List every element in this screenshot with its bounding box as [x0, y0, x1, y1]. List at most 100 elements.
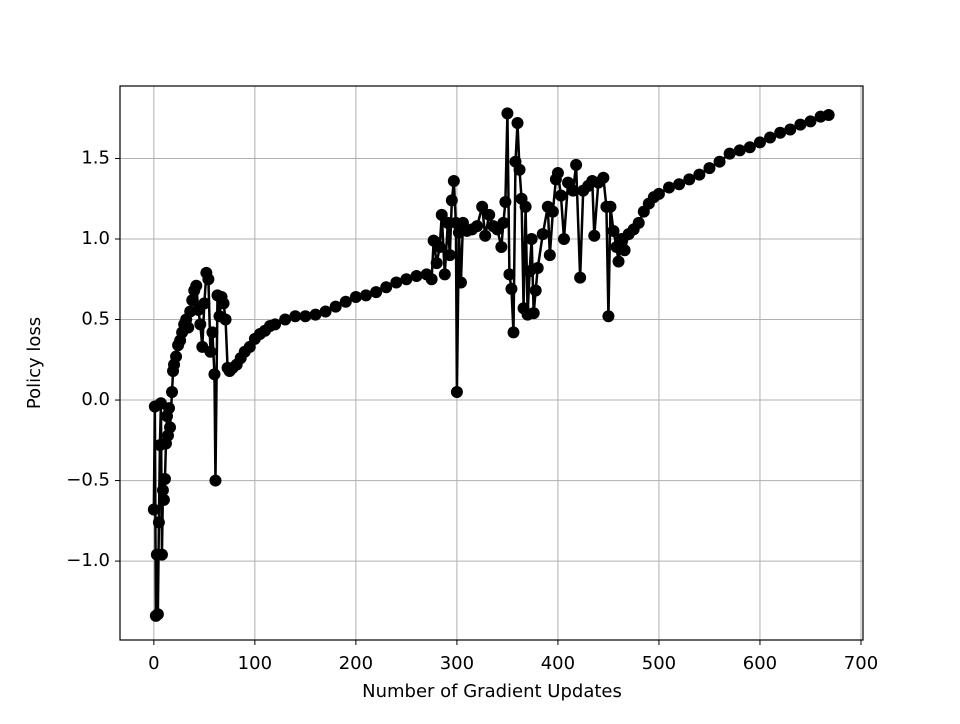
data-point — [202, 273, 215, 286]
data-point — [632, 216, 645, 229]
data-point — [531, 261, 544, 274]
data-point — [546, 205, 559, 218]
data-point — [289, 310, 302, 323]
data-point — [743, 141, 756, 154]
data-point — [155, 548, 168, 561]
data-point — [507, 326, 520, 339]
data-point — [170, 350, 183, 363]
data-point — [683, 173, 696, 186]
data-point — [433, 241, 446, 254]
data-point — [152, 516, 165, 529]
data-point — [447, 175, 460, 188]
data-point — [430, 257, 443, 270]
data-point — [329, 300, 342, 313]
data-point — [158, 472, 171, 485]
data-point — [607, 224, 620, 237]
data-point — [400, 273, 413, 286]
data-point — [753, 136, 766, 149]
data-point — [495, 241, 508, 254]
data-point — [513, 163, 526, 176]
data-point — [567, 184, 580, 197]
data-point — [450, 385, 463, 398]
x-axis-label: Number of Gradient Updates — [362, 681, 622, 702]
data-point — [162, 402, 175, 415]
data-point — [497, 216, 510, 229]
data-point — [511, 117, 524, 130]
data-point — [602, 310, 615, 323]
plot-frame — [119, 85, 864, 641]
data-point — [219, 313, 232, 326]
data-point — [390, 276, 403, 289]
y-tick-label: 0.5 — [81, 309, 110, 330]
data-point — [499, 195, 512, 208]
data-point — [804, 115, 817, 128]
y-tick-label: 0.0 — [81, 389, 110, 410]
data-point — [673, 178, 686, 191]
data-point — [794, 118, 807, 131]
data-point — [604, 200, 617, 213]
data-point — [551, 166, 564, 179]
data-point — [209, 474, 222, 487]
data-point — [543, 249, 556, 262]
data-point — [299, 310, 312, 323]
data-point — [483, 208, 496, 221]
data-point — [206, 326, 219, 339]
data-point — [151, 608, 164, 621]
data-point — [190, 279, 203, 292]
data-point — [618, 244, 631, 257]
data-point — [612, 255, 625, 268]
data-point — [597, 171, 610, 184]
data-point — [217, 297, 230, 310]
data-point — [476, 200, 489, 213]
data-point — [703, 162, 716, 175]
y-axis-label: Policy loss — [24, 317, 45, 409]
data-point — [471, 220, 484, 233]
data-point — [380, 281, 393, 294]
data-point — [733, 144, 746, 157]
data-point — [588, 229, 601, 242]
x-tick-label: 300 — [440, 653, 474, 674]
data-point — [554, 189, 567, 202]
x-tick-label: 400 — [541, 653, 575, 674]
data-point — [438, 268, 451, 281]
data-point — [198, 297, 211, 310]
data-point — [527, 307, 540, 320]
data-point — [339, 295, 352, 308]
x-tick-label: 700 — [844, 653, 878, 674]
data-point — [443, 249, 456, 262]
data-point — [501, 107, 514, 120]
data-point — [445, 194, 458, 207]
data-point — [529, 284, 542, 297]
data-point — [784, 123, 797, 136]
data-point — [774, 126, 787, 139]
data-point — [454, 276, 467, 289]
data-point — [723, 147, 736, 160]
data-point — [519, 200, 532, 213]
data-point — [186, 294, 199, 307]
data-point — [166, 385, 179, 398]
data-point — [764, 131, 777, 144]
data-point — [164, 421, 177, 434]
data-point — [147, 503, 160, 516]
data-point — [663, 181, 676, 194]
x-tick-label: 100 — [238, 653, 272, 674]
data-point — [557, 232, 570, 245]
data-point — [156, 484, 169, 497]
data-point — [822, 108, 835, 121]
data-point — [693, 168, 706, 181]
y-tick-label: 1.5 — [81, 147, 110, 168]
data-point — [349, 290, 362, 303]
data-point — [157, 493, 170, 506]
data-point — [370, 286, 383, 299]
data-point — [425, 273, 438, 286]
data-point — [279, 313, 292, 326]
data-point — [574, 271, 587, 284]
y-tick-label: −0.5 — [66, 470, 110, 491]
x-tick-label: 600 — [743, 653, 777, 674]
x-tick-label: 200 — [339, 653, 373, 674]
data-point — [536, 228, 549, 241]
data-point — [410, 270, 423, 283]
data-point — [652, 187, 665, 200]
